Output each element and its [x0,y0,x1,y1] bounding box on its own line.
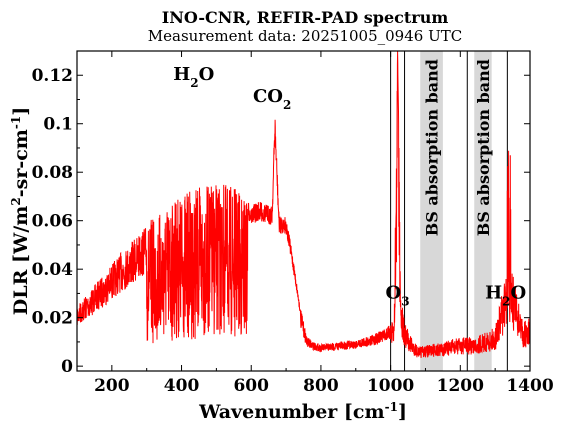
x-tick-label-4: 1000 [367,376,414,396]
chart-subtitle: Measurement data: 20251005_0946 UTC [148,27,462,45]
reference-lines [390,51,508,371]
y-tick-label-6: 0.12 [32,66,73,86]
x-axis-label: Wavenumber [cm-1] [198,400,407,423]
y-tick-label-4: 0.08 [32,163,73,183]
chart-title: INO-CNR, REFIR-PAD spectrum [162,8,449,27]
absorption-band-0 [420,51,443,371]
x-tick-label-5: 1200 [437,376,484,396]
annotation-0: H2O [173,64,214,90]
y-axis: 0 0.02 0.04 0.06 0.08 0.1 0.12 [32,66,530,377]
x-tick-label-3: 800 [303,376,339,396]
y-tick-label-0: 0 [61,357,73,377]
y-axis-label: DLR [W/m2-sr-cm-1] [9,107,32,315]
plot-frame [76,50,531,372]
x-axis: 200 400 600 800 1000 1200 1400 [76,51,554,396]
y-tick-label-3: 0.06 [32,212,73,232]
x-tick-label-1: 400 [164,376,200,396]
annotation-2: O3 [386,282,410,308]
species-annotations: H2O CO2 O3 H2O [173,64,526,308]
x-tick-label-6: 1400 [506,376,553,396]
y-tick-label-1: 0.02 [32,309,73,329]
y-tick-label-2: 0.04 [32,260,74,280]
annotation-3: H2O [485,282,526,308]
absorption-bands: BS absorption band BS absorption band [420,51,493,371]
annotation-1: CO2 [253,86,291,112]
absorption-band-label-0: BS absorption band [423,59,442,236]
dlr-spectrum-line [77,51,530,358]
absorption-band-label-1: BS absorption band [474,59,493,236]
y-tick-label-5: 0.1 [43,115,73,135]
x-tick-label-0: 200 [94,376,130,396]
absorption-band-1 [474,51,492,371]
x-tick-label-2: 600 [233,376,269,396]
